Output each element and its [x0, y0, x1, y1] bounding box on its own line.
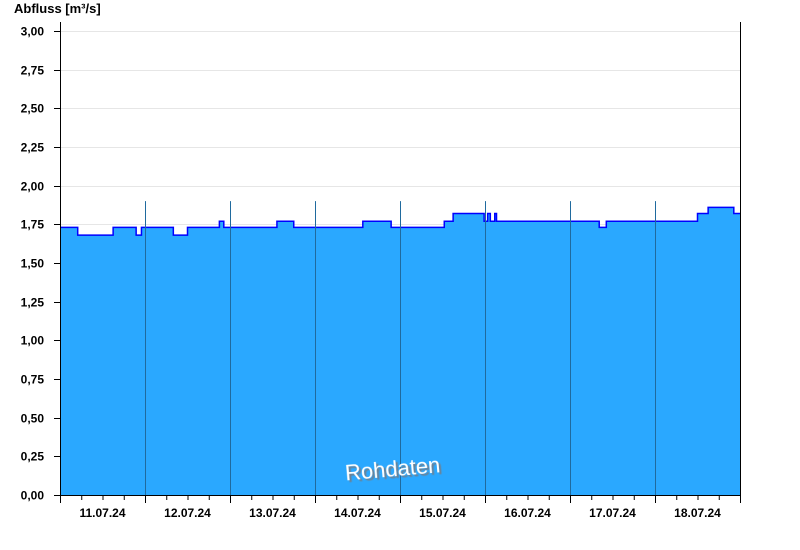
y-ticks: 0,00 0,25 0,50 0,75 1,00 1,25 1,50 1,75 2,00 2,25…	[21, 25, 60, 503]
y-tick-label: 2,00	[21, 180, 45, 194]
x-tick-label: 14.07.24	[334, 506, 381, 520]
y-tick-label: 1,25	[21, 296, 45, 310]
x-tick-label: 16.07.24	[504, 506, 551, 520]
y-tick-label: 1,00	[21, 334, 45, 348]
y-tick-label: 1,75	[21, 218, 45, 232]
y-tick-label: 3,00	[21, 25, 45, 39]
x-tick-label: 13.07.24	[249, 506, 296, 520]
x-tick-label: 15.07.24	[419, 506, 466, 520]
x-tick-label: 17.07.24	[589, 506, 636, 520]
y-tick-label: 2,50	[21, 102, 45, 116]
y-tick-label: 0,75	[21, 373, 45, 387]
y-tick-label: 0,50	[21, 412, 45, 426]
x-tick-label: 18.07.24	[674, 506, 721, 520]
y-tick-label: 1,50	[21, 257, 45, 271]
y-tick-label: 2,75	[21, 64, 45, 78]
y-tick-label: 0,25	[21, 450, 45, 464]
series-line	[60, 206, 740, 236]
day-separators	[145, 201, 656, 495]
x-tick-label: 11.07.24	[79, 506, 125, 520]
y-tick-label: 0,00	[21, 489, 45, 503]
y-tick-label: 2,25	[21, 141, 45, 155]
y-axis-label: Abfluss [m³/s]	[14, 1, 101, 16]
x-ticks: 11.07.24 12.07.24 13.07.24 14.07.24 15.07.24…	[60, 495, 741, 520]
x-tick-label: 12.07.24	[164, 506, 211, 520]
